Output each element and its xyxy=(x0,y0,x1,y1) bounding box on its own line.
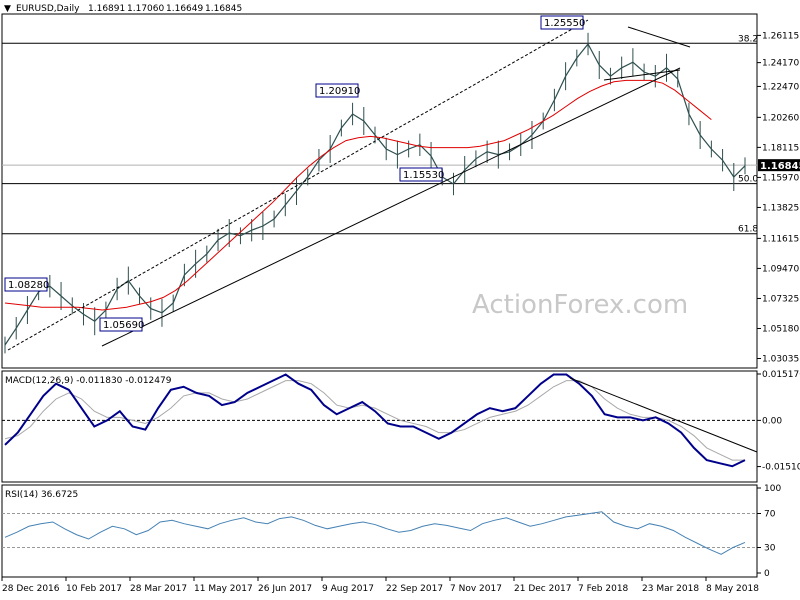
price-y-tick-label: 1.24170 xyxy=(762,59,799,69)
triangle-lower xyxy=(603,69,681,81)
price-label-box-1 xyxy=(99,317,143,332)
x-tick-label: 23 Mar 2018 xyxy=(642,584,699,594)
rsi-title: RSI(14) 36.6725 xyxy=(5,490,78,500)
price-y-tick-label: 1.22470 xyxy=(762,82,799,92)
x-tick-label: 9 Aug 2017 xyxy=(322,584,374,594)
rsi-y-tick-label: 100 xyxy=(764,484,781,494)
price-label-box-0 xyxy=(4,277,48,292)
macd-pane xyxy=(1,370,758,483)
price-chart: 38.2 50.0 61.8 1.08280 1.05690 1.20910 1.15530… xyxy=(2,15,758,354)
macd-trendline xyxy=(569,377,758,453)
sma-line xyxy=(4,79,712,311)
price-y-tick-label: 1.03035 xyxy=(762,355,799,365)
rsi-y-tick-label: 70 xyxy=(764,510,776,520)
x-tick-label: 28 Dec 2016 xyxy=(2,584,60,594)
price-label-4: 1.25550 xyxy=(544,18,585,29)
rsi-chart xyxy=(2,511,757,555)
price-y-tick-label: 1.26115 xyxy=(762,31,799,41)
x-tick-label: 22 Sep 2017 xyxy=(386,584,443,594)
trendline-support xyxy=(101,67,681,347)
macd-y-tick-label: 0.015176 xyxy=(762,370,800,380)
header-low: 1.16649 xyxy=(166,4,203,14)
x-tick-label: 28 Mar 2017 xyxy=(130,584,187,594)
price-y-tick-label: 1.11615 xyxy=(762,234,799,244)
header-symbol: EURUSD,Daily xyxy=(16,4,80,14)
header-high: 1.17060 xyxy=(127,4,164,14)
price-series-line xyxy=(4,42,746,346)
price-pane xyxy=(1,13,758,369)
fib-level-label-1: 50.0 xyxy=(738,175,758,185)
macd-y-tick-label: 0.00 xyxy=(762,416,782,426)
price-label-2: 1.20910 xyxy=(319,86,360,97)
price-label-box-3 xyxy=(399,167,443,182)
fib-level-label-0: 38.2 xyxy=(738,34,758,44)
rsi-y-tick-label: 30 xyxy=(764,544,776,554)
price-label-3: 1.15530 xyxy=(403,170,444,181)
x-tick-label: 7 Nov 2017 xyxy=(450,584,502,594)
price-y-tick-label: 1.05180 xyxy=(762,324,799,334)
header-close: 1.16845 xyxy=(205,4,242,14)
x-tick-label: 11 May 2017 xyxy=(194,584,253,594)
triangle-upper xyxy=(627,26,691,48)
x-tick-label: 10 Feb 2017 xyxy=(66,584,122,594)
macd-y-tick-label: -0.015109 xyxy=(762,463,800,473)
watermark: ActionForex.com xyxy=(472,290,688,320)
rsi-line xyxy=(4,511,746,555)
price-label-box-2 xyxy=(315,83,359,98)
header-dropdown-icon[interactable]: ▼ xyxy=(4,4,11,14)
fib-level-label-2: 61.8 xyxy=(738,225,758,235)
price-y-tick-label: 1.20260 xyxy=(762,113,799,123)
x-tick-label: 7 Feb 2018 xyxy=(578,584,629,594)
price-y-tick-label: 1.13825 xyxy=(762,203,799,213)
price-label-1: 1.05690 xyxy=(103,320,144,331)
header-open: 1.16891 xyxy=(88,4,125,14)
macd-main-line xyxy=(4,373,746,468)
current-price-label: 1.16845 xyxy=(760,161,800,172)
price-y-tick-label: 1.18115 xyxy=(762,143,799,153)
price-y-tick-label: 1.15970 xyxy=(762,173,799,183)
price-label-box-4 xyxy=(540,15,584,30)
rsi-y-tick-label: 0 xyxy=(764,569,770,579)
x-tick-label: 21 Dec 2017 xyxy=(514,584,572,594)
x-tick-label: 8 May 2018 xyxy=(706,584,759,594)
macd-chart xyxy=(2,373,758,468)
price-label-0: 1.08280 xyxy=(8,280,49,291)
x-tick-label: 26 Jun 2017 xyxy=(258,584,312,594)
price-y-tick-label: 1.07325 xyxy=(762,294,799,304)
price-y-tick-label: 1.09470 xyxy=(762,264,799,274)
macd-title: MACD(12,26,9) -0.011830 -0.012479 xyxy=(5,376,172,386)
rsi-pane xyxy=(1,484,758,578)
macd-signal-line xyxy=(4,380,745,461)
current-price-badge xyxy=(758,159,800,172)
trendline-channel xyxy=(7,19,589,351)
axes: 1.26115 1.24170 1.22470 1.20260 1.18115 1.159… xyxy=(1,31,800,594)
